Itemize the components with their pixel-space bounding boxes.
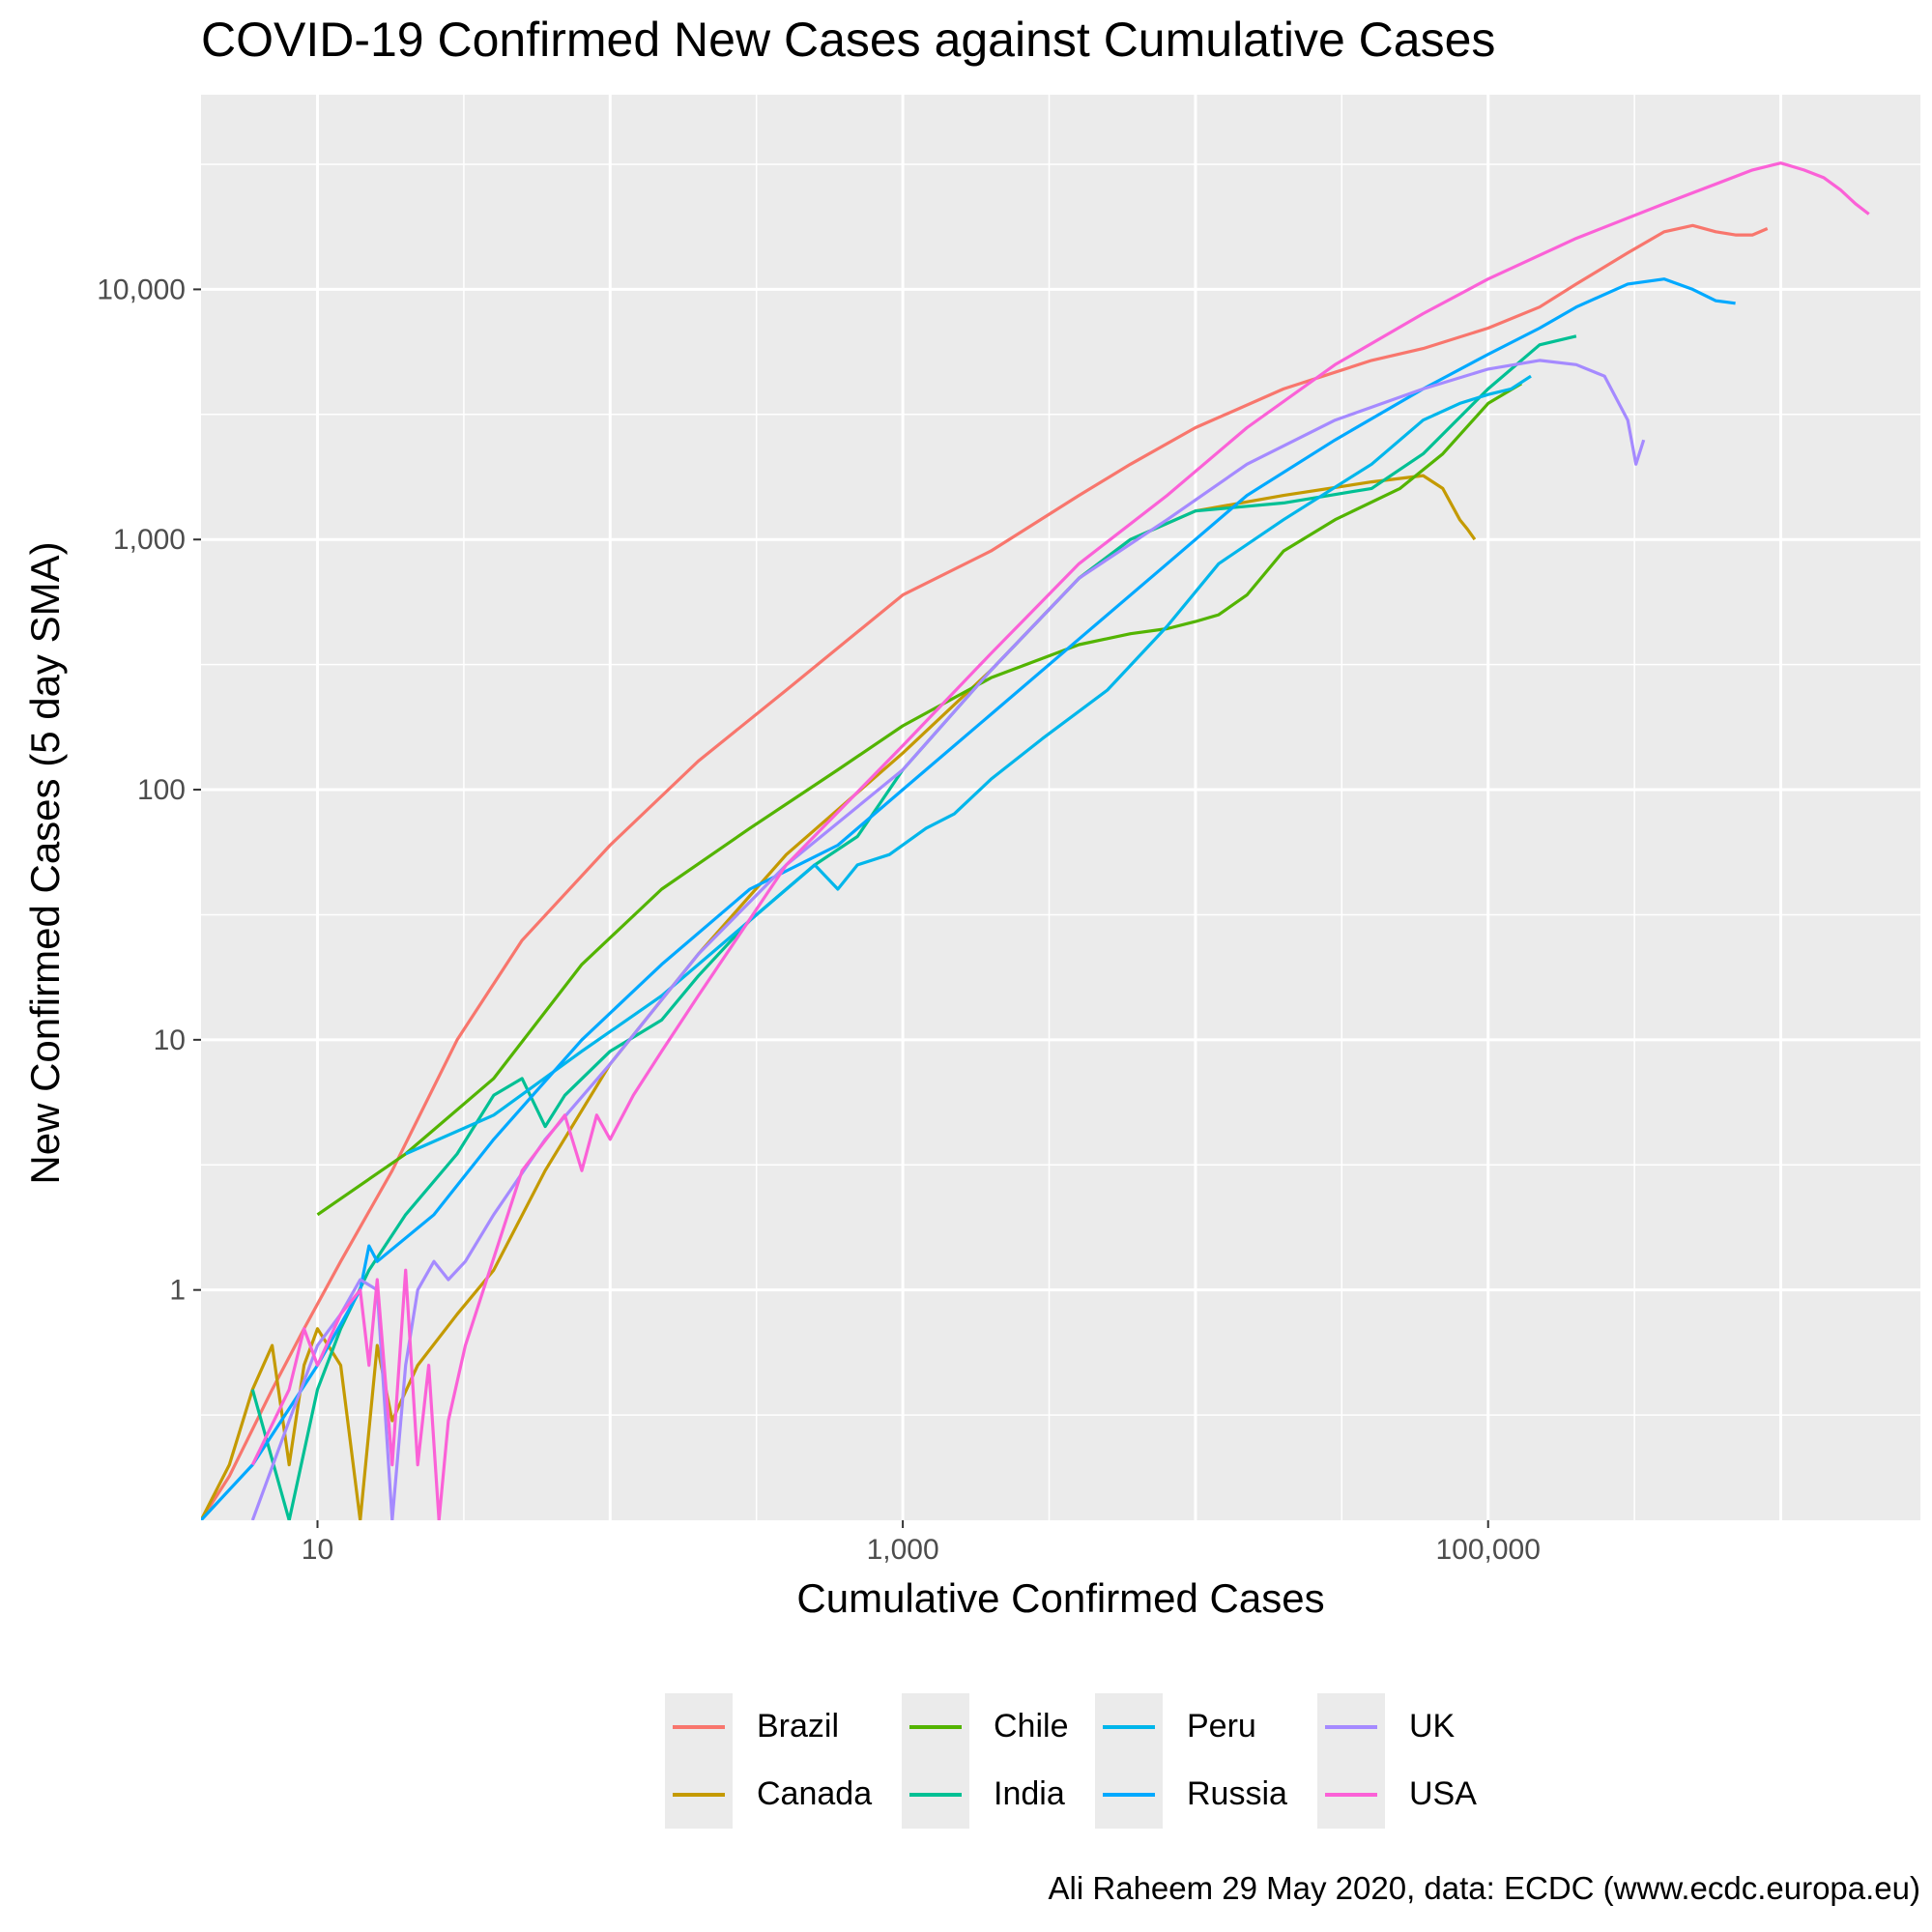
y-axis-ticks: 1 10 100 1,000 10,000 xyxy=(97,274,201,1307)
series-line-brazil xyxy=(201,223,1769,1520)
grid-minor xyxy=(201,95,1920,1520)
legend-label: Brazil xyxy=(757,1708,840,1745)
x-tick-label: 1,000 xyxy=(867,1534,939,1566)
legend-swatch xyxy=(909,1725,962,1729)
legend-label: Chile xyxy=(994,1708,1069,1745)
legend-key xyxy=(902,1761,969,1829)
legend-label: India xyxy=(994,1775,1065,1812)
legend-key xyxy=(1095,1761,1163,1829)
plot-panel xyxy=(201,95,1920,1520)
legend-label: USA xyxy=(1409,1775,1477,1812)
legend-swatch xyxy=(1103,1793,1155,1797)
legend-swatch xyxy=(909,1793,962,1797)
series-line-peru xyxy=(405,374,1532,1156)
x-axis-ticks: 10 1,000 100,000 xyxy=(302,1520,1541,1566)
legend-label: Russia xyxy=(1187,1775,1287,1812)
legend-swatch xyxy=(1325,1725,1377,1729)
grid-major xyxy=(201,95,1920,1520)
y-tick-label: 100 xyxy=(137,774,186,806)
legend: Brazil Canada Chile India Peru Russia UK… xyxy=(665,1693,1496,1829)
legend-swatch xyxy=(1325,1793,1377,1797)
legend-label: Peru xyxy=(1187,1708,1256,1745)
chart-title: COVID-19 Confirmed New Cases against Cum… xyxy=(201,13,1496,67)
x-tick-label: 100,000 xyxy=(1435,1534,1540,1566)
series-line-usa xyxy=(250,161,1870,1520)
legend-key xyxy=(665,1761,733,1829)
y-axis-label: New Confirmed Cases (5 day SMA) xyxy=(22,541,68,1185)
legend-swatch xyxy=(1103,1725,1155,1729)
legend-key xyxy=(1317,1761,1385,1829)
caption: Ali Raheem 29 May 2020, data: ECDC (www.… xyxy=(1048,1870,1920,1906)
legend-swatch xyxy=(673,1793,725,1797)
y-tick-label: 1,000 xyxy=(113,524,186,556)
series-line-russia xyxy=(201,277,1736,1520)
legend-label: Canada xyxy=(757,1775,873,1812)
y-tick-label: 10,000 xyxy=(97,274,186,305)
legend-key xyxy=(1317,1693,1385,1761)
y-tick-label: 1 xyxy=(169,1275,186,1307)
y-tick-label: 10 xyxy=(154,1024,186,1056)
legend-label: UK xyxy=(1409,1708,1456,1745)
series-line-chile xyxy=(316,382,1523,1217)
series-line-india xyxy=(250,334,1577,1520)
legend-swatch xyxy=(673,1725,725,1729)
x-tick-label: 10 xyxy=(302,1534,333,1566)
legend-key xyxy=(902,1693,969,1761)
series-layer xyxy=(201,161,1870,1520)
legend-key xyxy=(665,1693,733,1761)
legend-key xyxy=(1095,1693,1163,1761)
x-axis-label: Cumulative Confirmed Cases xyxy=(796,1575,1325,1621)
